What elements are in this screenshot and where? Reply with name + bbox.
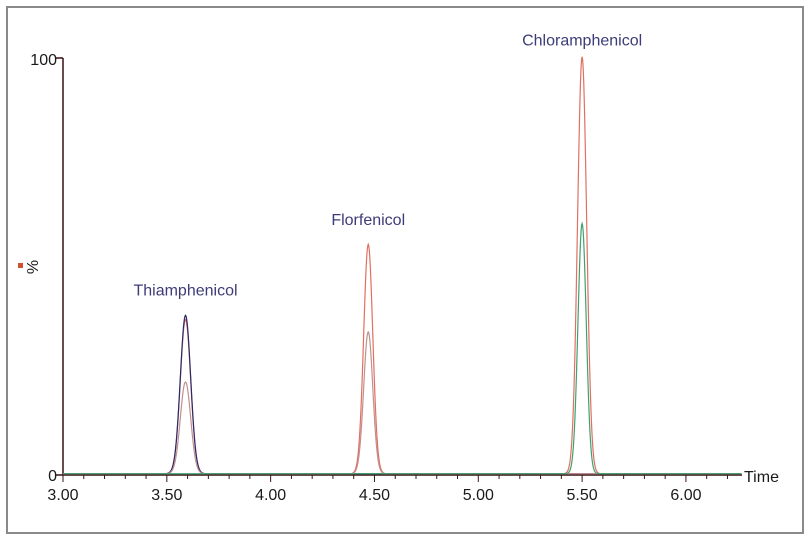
x-tick-label: 4.50 [359, 487, 390, 504]
legend-marker [18, 263, 23, 268]
x-ticks: 3.00 3.50 4.00 4.50 5.00 5.50 6.00 [47, 475, 728, 504]
x-tick-label: 3.50 [151, 487, 182, 504]
x-tick-label: 6.00 [670, 487, 701, 504]
peak-label-2: Florfenicol [331, 212, 405, 229]
series-line-2 [63, 314, 742, 475]
y-tick-100: 100 [30, 52, 57, 69]
series-line-3 [63, 330, 742, 475]
y-tick-0: 0 [48, 468, 57, 485]
x-axis-label: Time [744, 469, 779, 486]
x-tick-label: 3.00 [47, 487, 78, 504]
y-axis-label: % [25, 260, 42, 274]
peak-label-3: Chloramphenicol [522, 32, 642, 49]
series-lines [63, 56, 742, 475]
x-tick-label: 5.00 [463, 487, 494, 504]
x-tick-label: 4.00 [255, 487, 286, 504]
peak-label-1: Thiamphenicol [133, 283, 237, 300]
series-line-4 [63, 221, 742, 475]
axes [18, 57, 742, 476]
series-line-1 [63, 56, 742, 475]
x-tick-label: 5.50 [567, 487, 598, 504]
chart-frame [6, 6, 804, 534]
labels: 100 0 Time % Thiamphenicol Florfenicol Chl… [25, 32, 779, 486]
